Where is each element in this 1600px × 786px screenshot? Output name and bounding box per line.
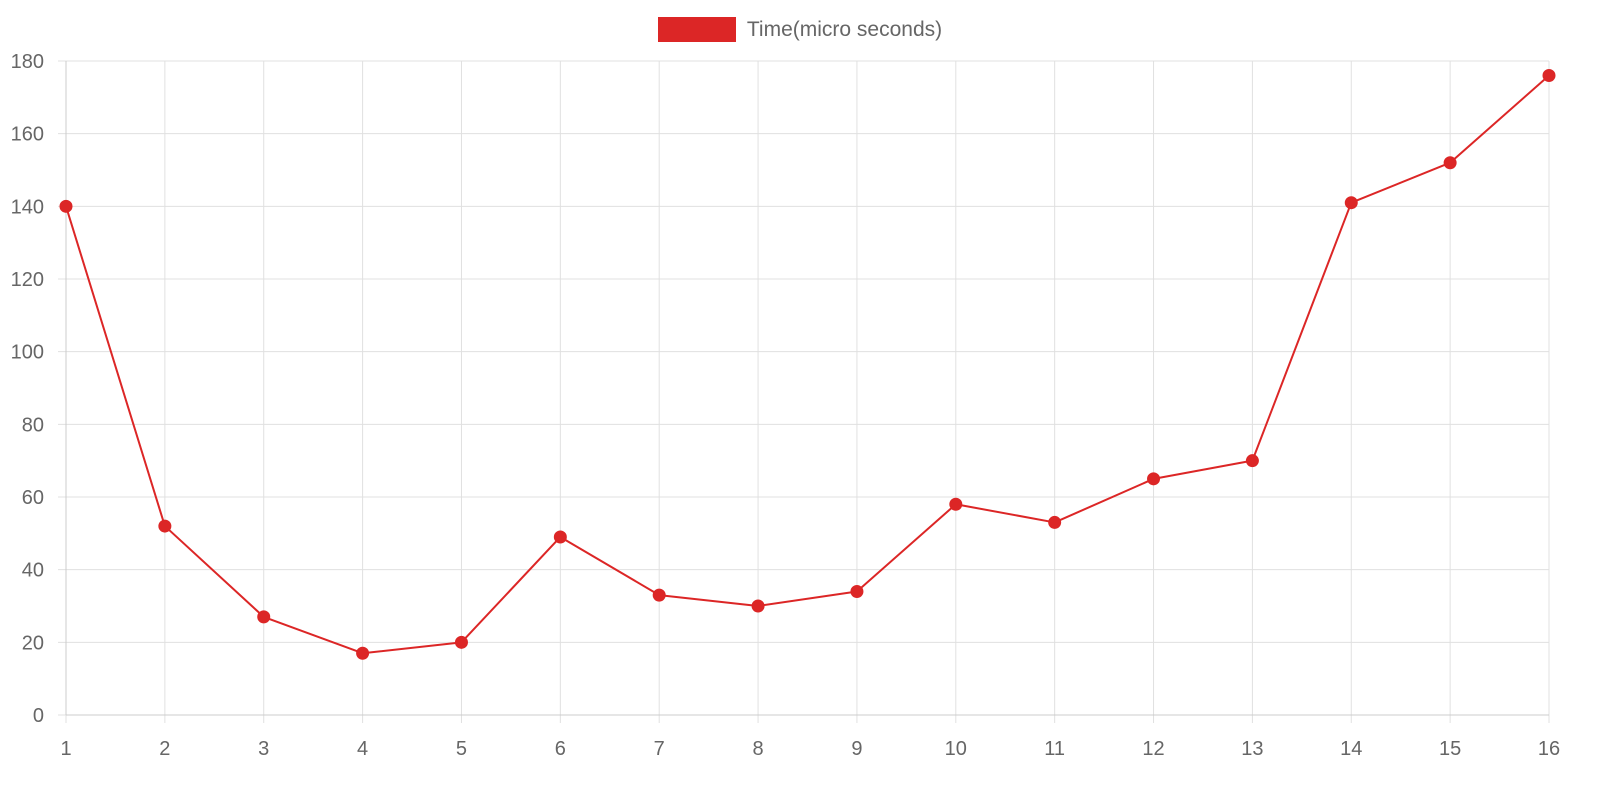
series-line	[65, 74, 1550, 655]
x-axis-ticks: 1 2 3 4 5 6 7 8 9 10 11 12 13 14 15 16	[60, 738, 1560, 760]
data-point[interactable]	[158, 519, 172, 533]
y-tick-label: 100	[11, 342, 44, 364]
x-tick-label: 1	[60, 738, 71, 760]
y-tick-label: 40	[22, 560, 44, 582]
data-point[interactable]	[1443, 156, 1457, 170]
x-tick-label: 10	[945, 738, 967, 760]
data-point[interactable]	[356, 646, 370, 660]
y-tick-label: 160	[11, 124, 44, 146]
data-point[interactable]	[751, 599, 765, 613]
legend[interactable]: Time(micro seconds)	[0, 17, 1600, 42]
data-point[interactable]	[652, 588, 666, 602]
x-tick-label: 2	[159, 738, 170, 760]
series-group	[59, 69, 1556, 660]
y-axis-ticks: 0 20 40 60 80 100 120 140 160 180	[11, 51, 44, 727]
x-tick-label: 14	[1340, 738, 1362, 760]
data-point[interactable]	[1147, 472, 1161, 486]
x-tick-label: 12	[1142, 738, 1164, 760]
data-point[interactable]	[553, 530, 567, 544]
data-point[interactable]	[454, 635, 468, 649]
x-tick-label: 16	[1538, 738, 1560, 760]
x-tick-label: 4	[357, 738, 368, 760]
x-tick-label: 11	[1044, 738, 1065, 760]
y-tick-label: 0	[33, 705, 44, 727]
data-point[interactable]	[1245, 454, 1259, 468]
y-tick-label: 180	[11, 51, 44, 73]
x-tick-label: 8	[753, 738, 764, 760]
axes	[65, 61, 1549, 716]
data-point[interactable]	[1542, 69, 1556, 83]
data-point[interactable]	[257, 610, 271, 624]
y-tick-label: 80	[22, 414, 44, 436]
x-tick-label: 7	[654, 738, 665, 760]
y-tick-label: 120	[11, 269, 44, 291]
x-tick-label: 13	[1241, 738, 1263, 760]
x-tick-label: 6	[555, 738, 566, 760]
data-point[interactable]	[59, 199, 73, 213]
data-point[interactable]	[1344, 196, 1358, 210]
y-tick-label: 60	[22, 487, 44, 509]
legend-label: Time(micro seconds)	[746, 17, 943, 41]
x-tick-label: 5	[456, 738, 467, 760]
data-point[interactable]	[949, 497, 963, 511]
x-tick-label: 15	[1439, 738, 1461, 760]
y-tick-label: 20	[22, 632, 44, 654]
legend-swatch	[657, 17, 736, 42]
y-tick-label: 140	[11, 196, 44, 218]
data-point[interactable]	[850, 584, 864, 598]
x-tick-label: 3	[258, 738, 269, 760]
x-tick-label: 9	[851, 738, 862, 760]
data-point[interactable]	[1048, 515, 1062, 529]
